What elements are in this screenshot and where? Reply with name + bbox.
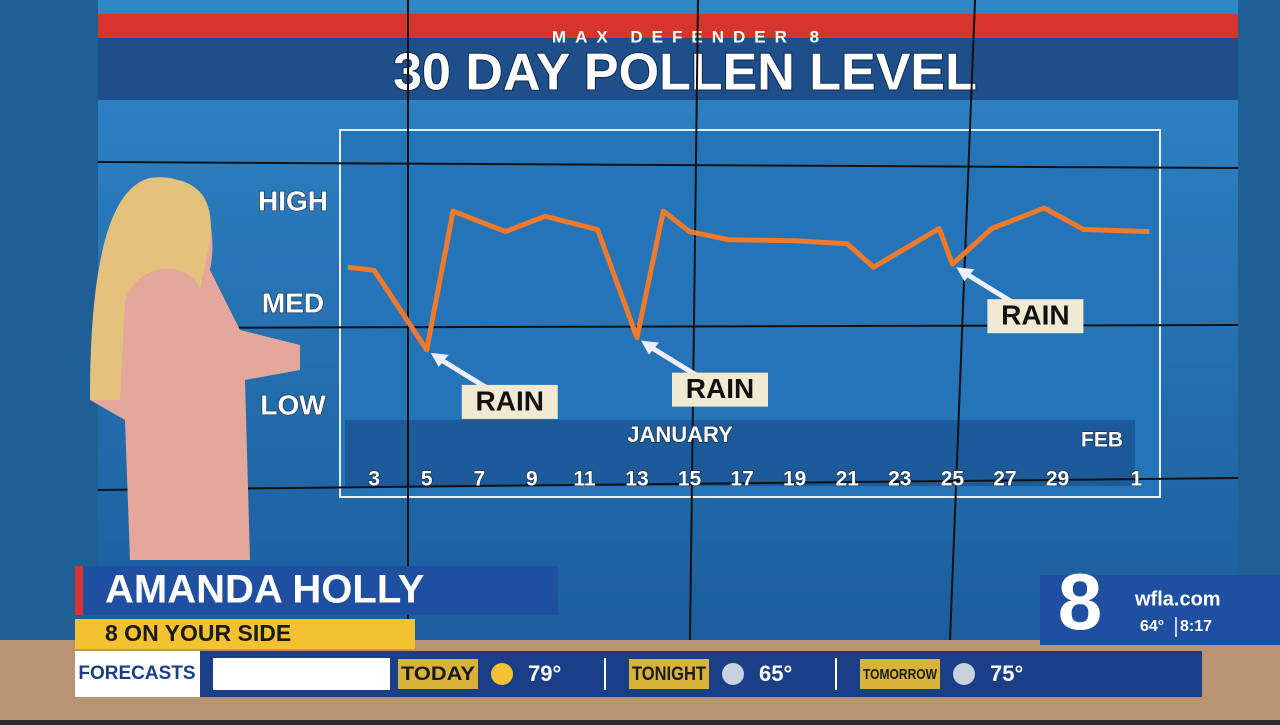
forecast-label: TOMORROW xyxy=(863,666,938,683)
x-tick-label: 5 xyxy=(421,468,433,491)
annotation-box xyxy=(987,299,1084,334)
arrow-head xyxy=(430,352,449,367)
y-tick-label: MED xyxy=(262,287,324,318)
chart: LOW MED HIGH 3 5 7 9 11 13 15 17 19 21 23 25 27 29 1 RAIN R… xyxy=(257,185,1150,491)
chart-title: 30 DAY POLLEN LEVEL xyxy=(393,44,977,102)
website: wfla.com xyxy=(1134,588,1221,610)
arrow-head xyxy=(640,340,659,355)
month-label: JANUARY xyxy=(627,422,733,447)
forecast-temp: 79° xyxy=(528,661,561,686)
annotation-box xyxy=(671,372,768,407)
forecast: TODAY 79° TONIGHT 65° TOMORROW 75° xyxy=(398,658,1023,690)
forecast-temp: 65° xyxy=(759,661,792,686)
station-logo: 8 xyxy=(1058,557,1103,646)
annotation: RAIN xyxy=(686,373,754,404)
tagline: 8 ON YOUR SIDE xyxy=(105,620,291,646)
x-tick-label: 27 xyxy=(993,468,1016,491)
pollen-line xyxy=(347,205,1150,353)
supertitle: MAX DEFENDER 8 xyxy=(552,27,828,46)
logo-box xyxy=(1040,575,1280,645)
x-tick-label: 29 xyxy=(1046,468,1069,491)
forecast-label: TONIGHT xyxy=(632,664,706,685)
x-tick-label: 1 xyxy=(1131,468,1143,491)
x-tick-label: 3 xyxy=(368,468,380,491)
forecast-temp: 75° xyxy=(990,661,1023,686)
tagline-bar xyxy=(75,619,415,649)
annotation-box xyxy=(461,384,558,419)
x-tick-label: 21 xyxy=(836,468,860,491)
x-tick-label: 13 xyxy=(625,468,648,491)
ticker-blank xyxy=(213,658,390,690)
x-tick-label: 7 xyxy=(473,468,485,491)
presenter-name: AMANDA HOLLY xyxy=(105,568,425,612)
x-tick-label: 9 xyxy=(526,468,538,491)
x-tick-label: 11 xyxy=(573,468,596,491)
x-tick-label: 25 xyxy=(941,468,965,491)
title-band xyxy=(98,38,1238,100)
x-tick-label: 17 xyxy=(730,468,753,491)
month-label: FEB xyxy=(1081,429,1123,452)
presenter-hair xyxy=(90,177,211,400)
forecast-label-box xyxy=(860,659,940,689)
axis-band xyxy=(345,420,1135,486)
x-tick-label: 19 xyxy=(783,468,806,491)
x-tick-label: 23 xyxy=(888,468,911,491)
weather-icon xyxy=(491,663,513,685)
name-bar xyxy=(75,566,558,615)
arrow-head xyxy=(956,267,975,282)
y-tick-label: HIGH xyxy=(258,185,328,216)
forecast-label: TODAY xyxy=(401,664,475,685)
y-tick-label: LOW xyxy=(260,389,326,420)
clock: 8:17 xyxy=(1180,618,1212,635)
ticker-label-box xyxy=(75,651,200,697)
weather-icon xyxy=(953,663,975,685)
current-temp: 64° xyxy=(1140,618,1164,635)
red-stripe xyxy=(98,14,1238,38)
x-tick-label: 15 xyxy=(678,468,702,491)
forecast-label-box xyxy=(629,659,709,689)
name-accent xyxy=(75,566,83,615)
ticker-label: FORECASTS xyxy=(78,663,195,684)
annotation: RAIN xyxy=(1001,300,1069,331)
weather-icon xyxy=(722,663,744,685)
annotation: RAIN xyxy=(476,385,544,416)
forecast-label-box xyxy=(398,659,478,689)
